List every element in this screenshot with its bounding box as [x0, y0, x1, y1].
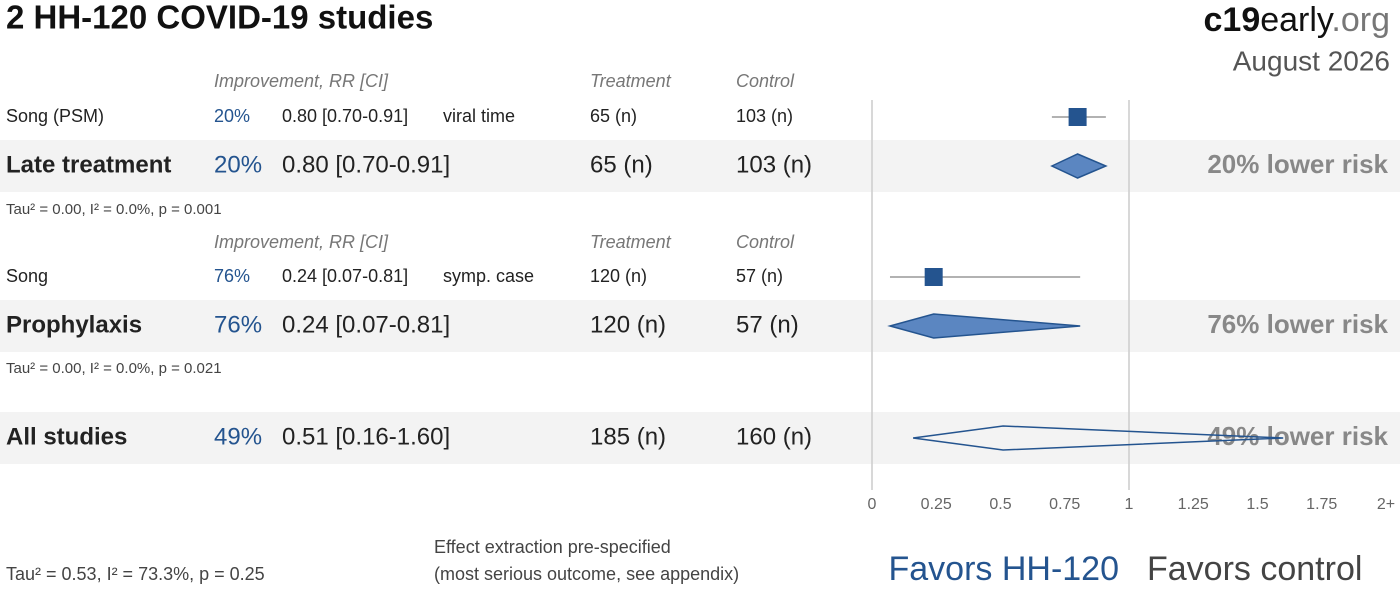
x-tick-label: 1.5	[1246, 496, 1268, 513]
footnote: (most serious outcome, see appendix)	[434, 564, 739, 584]
result: 76% lower risk	[1207, 309, 1388, 339]
column-header: Treatment	[590, 232, 672, 252]
summary-diamond	[887, 313, 1081, 339]
improvement: 76%	[214, 311, 262, 338]
point-estimate	[924, 268, 943, 286]
stats: Tau² = 0.00, I² = 0.0%, p = 0.001	[6, 201, 222, 218]
rr-ci: 0.51 [0.16-1.60]	[282, 423, 450, 450]
row-name: Song (PSM)	[6, 106, 104, 126]
improvement: 20%	[214, 106, 250, 126]
row-band	[0, 140, 1400, 192]
improvement: 76%	[214, 266, 250, 286]
control-n: 103 (n)	[736, 106, 793, 126]
control-n: 57 (n)	[736, 266, 783, 286]
treatment-n: 120 (n)	[590, 311, 666, 338]
summary-diamond	[1050, 153, 1108, 179]
rr-ci: 0.80 [0.70-0.91]	[282, 106, 408, 126]
logo: c19early.org	[1204, 1, 1391, 39]
x-tick-label: 1.25	[1178, 496, 1209, 513]
stats: Tau² = 0.53, I² = 73.3%, p = 0.25	[6, 564, 265, 584]
control-n: 57 (n)	[736, 311, 799, 338]
row-band	[0, 412, 1400, 464]
logo-regular: early	[1260, 1, 1334, 39]
x-tick-label: 1	[1125, 496, 1134, 513]
rr-ci: 0.24 [0.07-0.81]	[282, 311, 450, 338]
summary-diamond	[913, 425, 1284, 451]
outcome: symp. case	[443, 266, 534, 286]
rr-ci: 0.24 [0.07-0.81]	[282, 266, 408, 286]
treatment-n: 65 (n)	[590, 151, 653, 178]
x-tick-label: 1.75	[1306, 496, 1337, 513]
column-header: Control	[736, 232, 795, 252]
outcome: viral time	[443, 106, 515, 126]
logo-light: .org	[1331, 1, 1390, 39]
favors-treatment: Favors HH-120	[888, 550, 1119, 588]
stats: Tau² = 0.00, I² = 0.0%, p = 0.021	[6, 360, 222, 377]
x-tick-label: 2+	[1377, 496, 1395, 513]
control-n: 160 (n)	[736, 423, 812, 450]
column-header: Control	[736, 71, 795, 91]
column-header: Improvement, RR [CI]	[214, 71, 389, 91]
improvement: 20%	[214, 151, 262, 178]
result: 20% lower risk	[1207, 149, 1388, 179]
footnote: Effect extraction pre-specified	[434, 537, 671, 557]
chart-title: 2 HH-120 COVID-19 studies	[6, 0, 433, 36]
treatment-n: 185 (n)	[590, 423, 666, 450]
logo-bold: c19	[1204, 1, 1261, 39]
date: August 2026	[1233, 45, 1390, 76]
treatment-n: 65 (n)	[590, 106, 637, 126]
column-header: Improvement, RR [CI]	[214, 232, 389, 252]
row-band	[0, 300, 1400, 352]
treatment-n: 120 (n)	[590, 266, 647, 286]
x-tick-label: 0	[868, 496, 877, 513]
rr-ci: 0.80 [0.70-0.91]	[282, 151, 450, 178]
row-name: Prophylaxis	[6, 311, 142, 338]
x-tick-label: 0.5	[989, 496, 1011, 513]
control-n: 103 (n)	[736, 151, 812, 178]
row-name: Late treatment	[6, 151, 171, 178]
row-name: Song	[6, 266, 48, 286]
row-name: All studies	[6, 423, 127, 450]
x-tick-label: 0.75	[1049, 496, 1080, 513]
improvement: 49%	[214, 423, 262, 450]
x-tick-label: 0.25	[921, 496, 952, 513]
column-header: Treatment	[590, 71, 672, 91]
point-estimate	[1068, 108, 1087, 126]
favors-control: Favors control	[1147, 550, 1362, 588]
